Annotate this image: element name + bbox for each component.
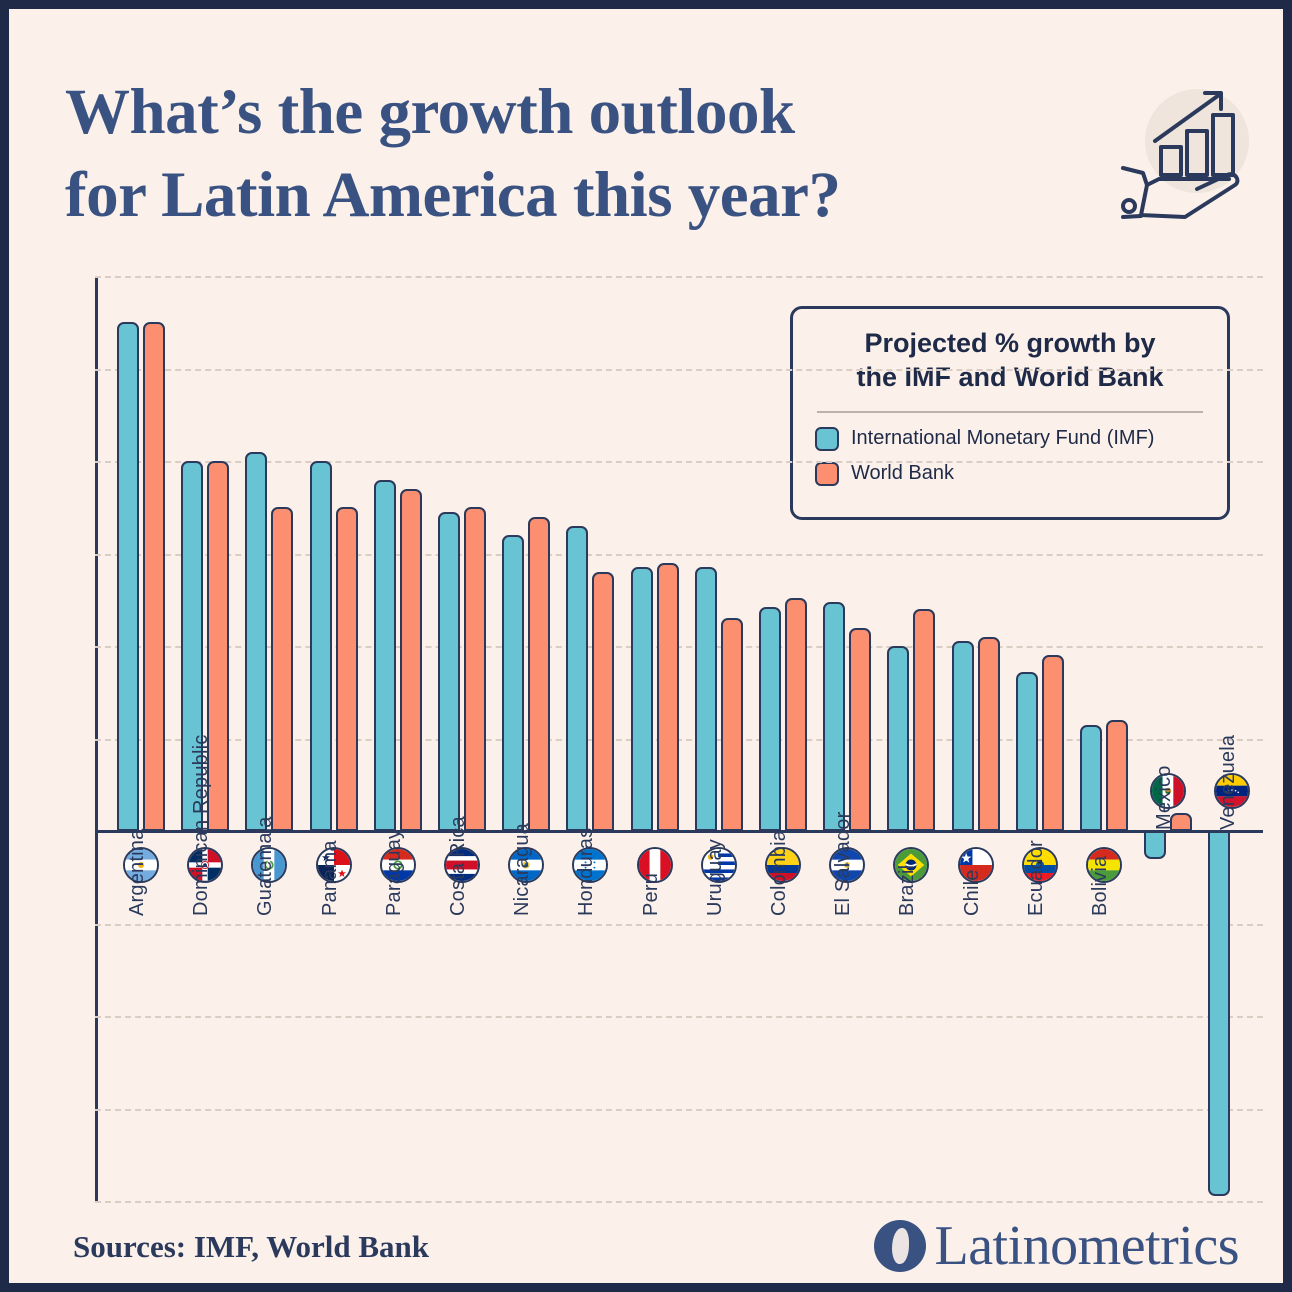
category-label: Dominican Republic — [190, 734, 213, 916]
bar-imf[interactable] — [245, 451, 268, 831]
bar-world-bank[interactable] — [528, 516, 551, 831]
bar-world-bank[interactable] — [143, 322, 165, 831]
flag-paraguay-icon — [379, 847, 416, 883]
legend-label-world-bank: World Bank — [851, 462, 955, 484]
gridline — [95, 738, 1263, 741]
bar-world-bank[interactable] — [271, 507, 294, 831]
gridline — [95, 461, 1263, 463]
bar-world-bank[interactable] — [207, 461, 230, 831]
category-label: Peru — [639, 872, 662, 916]
category-label: El Salvador — [832, 811, 855, 916]
bar-imf[interactable] — [373, 479, 396, 831]
bar-imf[interactable] — [566, 525, 589, 831]
bar-world-bank[interactable] — [720, 618, 743, 831]
category-label: Nicaragua — [511, 823, 534, 916]
gridline — [95, 1016, 1263, 1018]
brand-logo: Latinometrics — [874, 1214, 1239, 1278]
flag-peru-icon — [636, 847, 673, 883]
infographic-frame: What’s the growth outlook for Latin Amer… — [9, 9, 1283, 1283]
flag-panama-icon — [315, 847, 352, 883]
sources-note: Sources: IMF, World Bank — [73, 1229, 430, 1264]
flag-brazil-icon — [893, 847, 930, 883]
brand-name: Latinometrics — [934, 1215, 1239, 1277]
bar-imf[interactable] — [1208, 831, 1231, 1197]
chart-plot-area: 6%5%4%3%2%1%−1%−2%−3%−4% ArgentinaDomini… — [95, 276, 1263, 1203]
legend-swatch-imf — [815, 426, 839, 451]
bar-world-bank[interactable] — [656, 562, 679, 831]
gridline — [95, 553, 1263, 556]
flag-costa-rica-icon — [444, 847, 480, 883]
bar-imf[interactable] — [181, 461, 204, 831]
category-label: Costa Rica — [447, 816, 469, 916]
category-label: Guatemala — [254, 816, 277, 916]
category-label: Uruguay — [703, 839, 726, 916]
category-label: Brazil — [896, 864, 919, 916]
flag-argentina-icon — [123, 847, 159, 883]
flag-el-salvador-icon — [829, 847, 866, 883]
flag-guatemala-icon — [251, 847, 288, 883]
gridline — [95, 368, 1263, 371]
bar-world-bank[interactable] — [913, 609, 936, 831]
bar-imf[interactable] — [1015, 671, 1038, 831]
flag-nicaragua-icon — [508, 847, 545, 883]
bar-world-bank[interactable] — [849, 627, 872, 831]
category-label: Mexico — [1153, 765, 1176, 830]
flag-bolivia-icon — [1086, 847, 1122, 883]
category-label: Venezuela — [1217, 734, 1240, 830]
bar-world-bank[interactable] — [1041, 655, 1064, 831]
page-title: What’s the growth outlook for Latin Amer… — [65, 76, 841, 232]
bar-world-bank[interactable] — [464, 507, 486, 831]
bar-world-bank[interactable] — [592, 572, 615, 831]
zero-baseline — [95, 830, 1263, 833]
legend-title: Projected % growth by the IMF and World … — [856, 328, 1164, 392]
legend-label-imf: International Monetary Fund (IMF) — [851, 427, 1155, 449]
flag-uruguay-icon — [700, 847, 737, 883]
category-label: Colombia — [768, 829, 790, 916]
gridline — [95, 923, 1263, 926]
flag-ecuador-icon — [1021, 847, 1058, 883]
bar-imf[interactable] — [694, 567, 717, 831]
bar-imf[interactable] — [309, 461, 332, 831]
category-label: Ecuador — [1024, 840, 1047, 916]
bar-world-bank[interactable] — [1170, 812, 1193, 831]
legend: Projected % growth by the IMF and World … — [790, 306, 1230, 520]
bar-imf[interactable] — [630, 567, 653, 831]
bar-world-bank[interactable] — [977, 636, 1000, 831]
category-label: Bolivia — [1089, 855, 1111, 916]
flag-chile-icon — [957, 847, 994, 883]
flag-venezuela-icon — [1214, 773, 1251, 809]
gridline — [95, 1108, 1263, 1111]
bar-imf[interactable] — [117, 322, 139, 831]
flag-honduras-icon — [572, 847, 609, 883]
flag-dominican-republic-icon — [187, 847, 224, 883]
legend-item-imf[interactable]: International Monetary Fund (IMF) — [815, 426, 1205, 451]
growth-chart-in-hand-icon — [1101, 69, 1273, 241]
gridline — [95, 1201, 1263, 1203]
bar-world-bank[interactable] — [335, 507, 358, 831]
legend-divider — [817, 410, 1203, 413]
flag-mexico-icon — [1150, 773, 1187, 809]
category-label: Panama — [318, 840, 341, 916]
bar-imf[interactable] — [1144, 831, 1167, 859]
bar-imf[interactable] — [823, 601, 846, 831]
bar-imf[interactable] — [438, 511, 460, 831]
bar-world-bank[interactable] — [785, 597, 807, 831]
gridline — [95, 276, 1263, 278]
bar-imf[interactable] — [887, 646, 910, 831]
category-label: Chile — [960, 869, 983, 916]
category-label: Honduras — [575, 827, 598, 916]
legend-item-world-bank[interactable]: World Bank — [815, 461, 1205, 486]
bar-world-bank[interactable] — [1106, 720, 1128, 831]
bar-imf[interactable] — [951, 641, 974, 831]
flag-colombia-icon — [765, 847, 801, 883]
category-label: Argentina — [126, 828, 148, 916]
gridline — [95, 646, 1263, 648]
bar-imf[interactable] — [759, 607, 781, 831]
category-label: Paraguay — [382, 828, 405, 916]
bar-imf[interactable] — [1080, 724, 1102, 831]
bar-world-bank[interactable] — [399, 488, 422, 831]
bar-imf[interactable] — [502, 535, 525, 831]
brand-mark-icon — [874, 1220, 927, 1272]
